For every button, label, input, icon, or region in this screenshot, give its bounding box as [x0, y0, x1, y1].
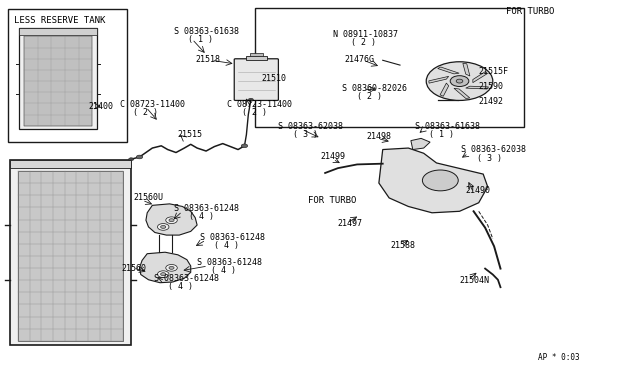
Text: ( 2 ): ( 2 ) [133, 108, 158, 117]
Circle shape [129, 158, 134, 161]
FancyBboxPatch shape [234, 59, 278, 100]
Text: 21515: 21515 [178, 130, 203, 139]
Text: S 08360-82026: S 08360-82026 [342, 84, 408, 93]
Polygon shape [140, 252, 191, 283]
Circle shape [426, 62, 493, 100]
Text: N 08911-10837: N 08911-10837 [333, 30, 398, 39]
Text: ( 3 ): ( 3 ) [477, 154, 502, 163]
Text: S 08363-61248: S 08363-61248 [154, 274, 219, 283]
Text: S 08363-61248: S 08363-61248 [174, 204, 239, 213]
Text: ( 2 ): ( 2 ) [351, 38, 376, 47]
Text: LESS RESERVE TANK: LESS RESERVE TANK [14, 16, 106, 25]
Circle shape [157, 271, 169, 278]
Circle shape [136, 155, 143, 159]
Text: ( 2 ): ( 2 ) [242, 108, 267, 117]
Circle shape [166, 217, 177, 224]
Bar [255, 8, 524, 127]
Text: 21497: 21497 [338, 219, 363, 228]
Polygon shape [440, 83, 449, 96]
Bar [19, 28, 97, 35]
Text: FOR TURBO: FOR TURBO [506, 7, 554, 16]
Text: 21498: 21498 [367, 132, 392, 141]
Circle shape [157, 224, 169, 230]
Text: S 08363-61248: S 08363-61248 [200, 233, 265, 242]
Text: 21490: 21490 [466, 186, 491, 195]
Circle shape [450, 76, 469, 87]
Text: ( 3 ): ( 3 ) [293, 130, 318, 139]
Polygon shape [438, 67, 459, 74]
Text: ( 4 ): ( 4 ) [189, 212, 214, 221]
Bar [18, 171, 123, 341]
Text: AP * 0:03: AP * 0:03 [538, 353, 579, 362]
Bar [246, 55, 267, 60]
Polygon shape [146, 204, 197, 235]
Text: 21476G: 21476G [344, 55, 374, 64]
Text: 21400: 21400 [88, 102, 113, 110]
Text: S 08363-61638: S 08363-61638 [415, 122, 480, 131]
Text: ( 1 ): ( 1 ) [188, 35, 212, 44]
Text: FOR TURBO: FOR TURBO [308, 196, 357, 205]
Circle shape [169, 219, 174, 222]
Text: ( 4 ): ( 4 ) [168, 282, 193, 291]
Circle shape [241, 144, 248, 148]
Bar [19, 28, 97, 129]
Bar [8, 9, 127, 142]
Polygon shape [473, 71, 487, 83]
Text: 21560U: 21560U [133, 193, 163, 202]
Polygon shape [454, 88, 470, 99]
Circle shape [166, 264, 177, 271]
Text: 21510: 21510 [261, 74, 286, 83]
Text: C 08723-11400: C 08723-11400 [120, 100, 186, 109]
Text: S 08363-62038: S 08363-62038 [278, 122, 344, 131]
Text: 21560: 21560 [122, 264, 147, 273]
Text: C 08723-11400: C 08723-11400 [227, 100, 292, 109]
Circle shape [161, 273, 166, 276]
Text: 21590: 21590 [479, 82, 504, 91]
Text: S 08363-62038: S 08363-62038 [461, 145, 526, 154]
Text: ( 2 ): ( 2 ) [357, 92, 382, 101]
Polygon shape [466, 86, 488, 89]
Text: ( 1 ): ( 1 ) [429, 130, 454, 139]
Text: 21588: 21588 [390, 241, 415, 250]
Text: 21504N: 21504N [460, 276, 490, 285]
Text: 21518: 21518 [195, 55, 220, 64]
Polygon shape [429, 76, 449, 83]
Circle shape [248, 98, 253, 101]
Text: S 08363-61248: S 08363-61248 [197, 258, 262, 267]
Text: 21499: 21499 [320, 153, 345, 161]
Circle shape [456, 79, 463, 83]
Polygon shape [463, 63, 470, 76]
Bar [250, 53, 262, 55]
Text: ( 4 ): ( 4 ) [214, 241, 239, 250]
Circle shape [422, 170, 458, 191]
Polygon shape [411, 138, 430, 150]
Text: ( 4 ): ( 4 ) [211, 266, 236, 275]
Circle shape [169, 266, 174, 269]
Text: S 08363-61638: S 08363-61638 [174, 27, 239, 36]
Circle shape [161, 225, 166, 228]
Text: 21515F: 21515F [479, 67, 509, 76]
Bar [10, 160, 131, 168]
Polygon shape [379, 148, 488, 213]
Bar [10, 160, 131, 345]
Text: 21492: 21492 [479, 97, 504, 106]
Bar [24, 36, 92, 126]
